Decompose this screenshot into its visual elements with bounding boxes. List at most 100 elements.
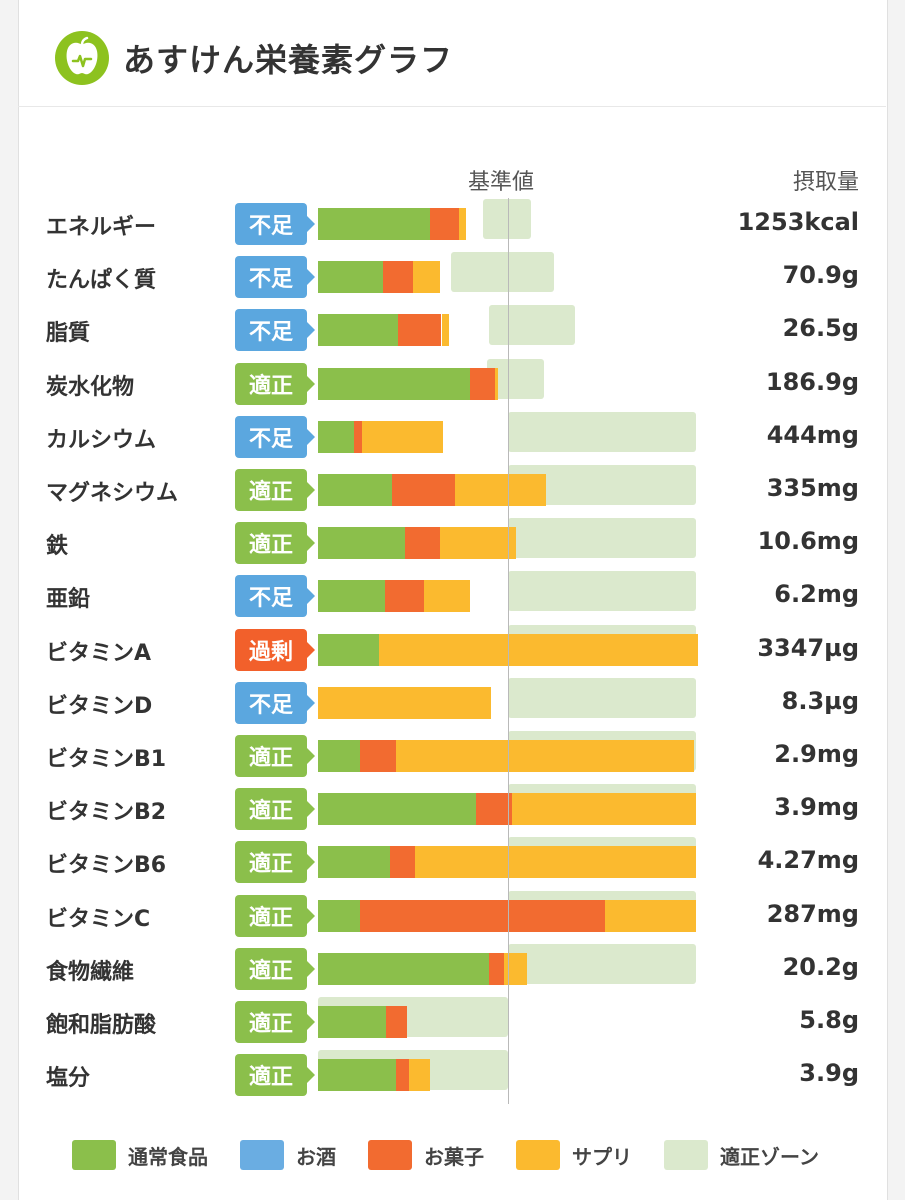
bar-segment-snack <box>382 261 413 294</box>
bar-segment-food <box>318 314 398 347</box>
appropriate-zone <box>483 199 531 239</box>
status-badge: 適正 <box>235 469 315 511</box>
nutrient-name: 亜鉛 <box>46 587 91 613</box>
nutrient-name: ビタミンD <box>46 693 153 719</box>
intake-value: 4.27mg <box>757 846 859 875</box>
intake-value: 2.9mg <box>774 740 859 768</box>
bar-segment-food <box>318 527 406 560</box>
status-badge: 適正 <box>235 522 315 565</box>
nutrient-name: エネルギー <box>46 215 157 240</box>
nutrient-name: ビタミンB1 <box>46 747 167 772</box>
bar-segment-food <box>318 899 360 932</box>
reference-line <box>508 198 509 1104</box>
intake-value: 26.5g <box>782 314 859 343</box>
status-badge: 適正 <box>235 362 315 405</box>
legend-swatch <box>664 1140 708 1170</box>
bar-segment-supplement <box>439 527 516 560</box>
bar-segment-snack <box>392 474 455 506</box>
bar-segment-supplement <box>413 261 440 294</box>
status-badge: 適正 <box>235 1001 315 1043</box>
reference-column-heading: 基準値 <box>468 170 535 195</box>
status-badge: 適正 <box>235 841 315 884</box>
legend-swatch <box>240 1140 284 1170</box>
header-divider <box>18 106 886 107</box>
nutrient-name: 食物繊維 <box>46 959 135 985</box>
nutrient-name: 炭水化物 <box>46 374 135 400</box>
bar-segment-supplement <box>441 314 450 347</box>
bar-segment-snack <box>397 314 442 347</box>
apple-scale-icon <box>55 31 109 85</box>
appropriate-zone <box>489 305 575 346</box>
bar-segment-snack <box>395 1059 410 1092</box>
nutrient-name: 塩分 <box>46 1066 91 1092</box>
status-badge: 適正 <box>235 788 315 831</box>
bar-segment-snack <box>470 367 495 400</box>
intake-value: 3347µg <box>757 633 859 662</box>
bar-segment-food <box>318 1006 387 1038</box>
bar-segment-food <box>318 580 385 613</box>
bar-segment-supplement <box>414 846 697 879</box>
bar-segment-food <box>318 633 379 666</box>
bar-segment-food <box>318 367 470 400</box>
bar-segment-supplement <box>395 740 695 772</box>
bar-segment-snack <box>384 580 425 613</box>
legend-item: 適正ゾーン <box>664 1140 819 1170</box>
intake-value: 335mg <box>766 474 859 502</box>
legend-label: サプリ <box>572 1144 632 1169</box>
intake-value: 186.9g <box>765 367 859 396</box>
nutrient-name: 鉄 <box>46 534 69 560</box>
legend: 通常食品 お酒 お菓子 サプリ 適正ゾーン <box>72 1140 851 1170</box>
nutrient-name: ビタミンB6 <box>46 853 167 879</box>
legend-label: 適正ゾーン <box>720 1144 819 1169</box>
intake-value: 10.6mg <box>757 527 859 556</box>
appropriate-zone <box>508 518 697 559</box>
intake-value: 6.2mg <box>774 580 859 609</box>
legend-swatch <box>72 1140 116 1170</box>
status-badge: 不足 <box>235 415 315 458</box>
bar-segment-supplement <box>604 899 697 932</box>
bar-segment-food <box>318 952 489 985</box>
status-badge: 不足 <box>235 309 315 352</box>
intake-value: 5.8g <box>799 1006 859 1034</box>
bar-segment-snack <box>475 793 512 826</box>
bar-segment-supplement <box>511 793 697 826</box>
status-badge: 不足 <box>235 256 315 299</box>
status-badge: 過剰 <box>235 628 315 671</box>
appropriate-zone <box>508 677 697 718</box>
nutrient-name: たんぱく質 <box>46 268 157 294</box>
bar-segment-supplement <box>361 420 444 453</box>
card-header: あすけん栄養素グラフ <box>55 28 453 88</box>
legend-swatch <box>516 1140 560 1170</box>
bar-segment-snack <box>354 420 362 453</box>
status-badge: 適正 <box>235 1054 315 1097</box>
bar-segment-supplement <box>424 580 470 613</box>
bar-segment-snack <box>359 740 396 772</box>
bar-segment-food <box>318 474 393 506</box>
bar-segment-food <box>318 420 355 453</box>
intake-value: 3.9mg <box>774 793 859 822</box>
legend-item: お菓子 <box>368 1140 484 1170</box>
bar-segment-snack <box>390 846 415 879</box>
status-badge: 適正 <box>235 894 315 937</box>
status-badge: 不足 <box>235 203 315 245</box>
status-badge: 不足 <box>235 575 315 618</box>
bar-segment-supplement <box>494 367 499 400</box>
legend-item: サプリ <box>516 1140 632 1170</box>
legend-swatch <box>368 1140 412 1170</box>
bar-segment-food <box>318 1059 396 1092</box>
status-badge: 適正 <box>235 947 315 990</box>
bar-segment-supplement <box>318 686 491 719</box>
bar-segment-snack <box>405 527 440 560</box>
intake-value: 287mg <box>766 899 859 928</box>
bar-segment-food <box>318 793 476 826</box>
bar-segment-food <box>318 261 383 294</box>
nutrient-name: 飽和脂肪酸 <box>46 1013 157 1038</box>
nutrient-name: 脂質 <box>46 321 91 347</box>
status-badge: 不足 <box>235 681 315 724</box>
bar-segment-snack <box>430 208 459 240</box>
nutrient-name: ビタミンC <box>46 906 151 932</box>
bar-segment-food <box>318 208 431 240</box>
intake-value: 8.3µg <box>781 686 859 715</box>
bar-segment-supplement <box>504 952 527 985</box>
bar-segment-snack <box>359 899 605 932</box>
